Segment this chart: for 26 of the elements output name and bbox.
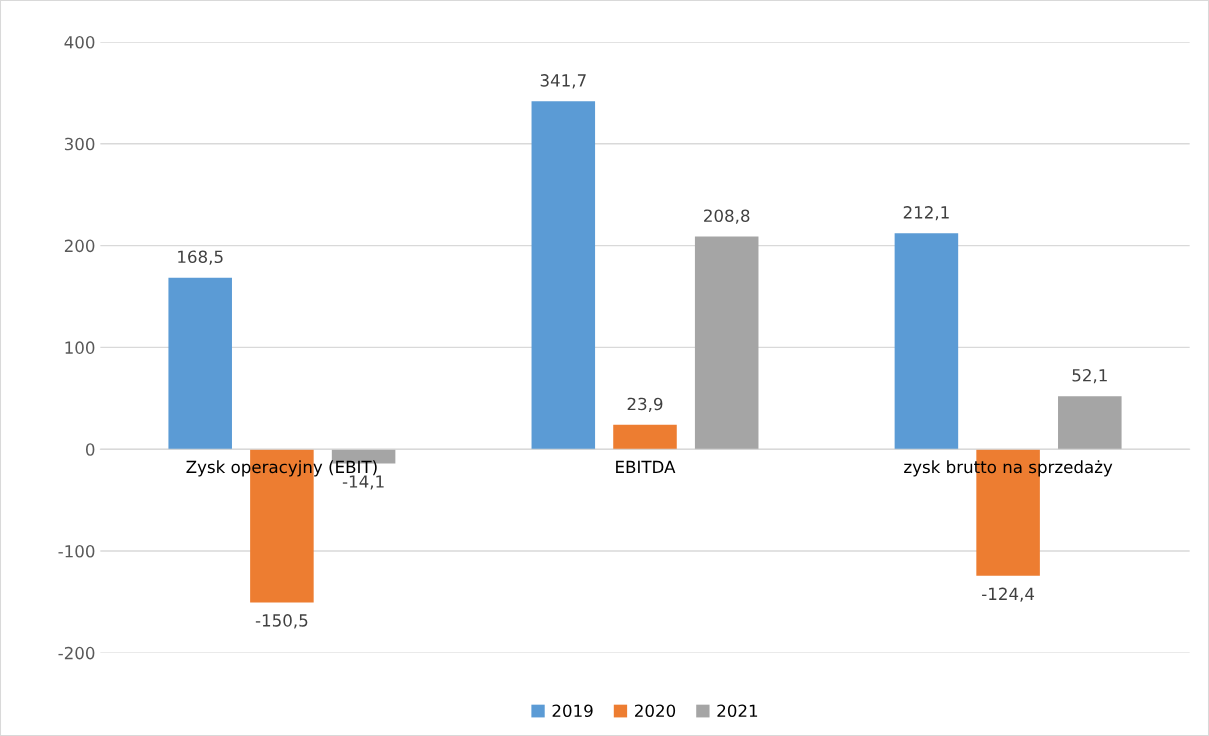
y-tick-label: -200 [58,646,95,660]
data-label: 168,5 [178,250,223,265]
y-tick-label: -100 [58,544,95,558]
bar [613,424,677,450]
y-tick-label: 200 [64,239,95,253]
y-tick-label: 300 [64,137,95,151]
legend-label: 2019 [552,704,593,718]
data-label: 212,1 [903,206,949,221]
data-label: 208,8 [704,209,750,224]
legend-label: 2021 [717,704,758,718]
y-tick-label: 0 [85,443,95,456]
data-label: -150,5 [255,614,308,629]
data-label: 52,1 [1072,368,1107,384]
data-label: -14,1 [342,475,384,490]
data-label: 341,7 [540,74,586,89]
bar [694,236,759,450]
bar [894,233,959,450]
data-label: 23,9 [627,397,663,412]
bar [531,101,596,450]
y-tick-label: 100 [65,341,95,354]
y-tick-label: 400 [64,35,95,49]
bar [168,277,232,450]
data-label: -124,4 [982,587,1035,602]
bar [1058,396,1122,450]
legend-label: 2020 [635,704,676,718]
x-tick-label: EBITDA [616,460,676,473]
